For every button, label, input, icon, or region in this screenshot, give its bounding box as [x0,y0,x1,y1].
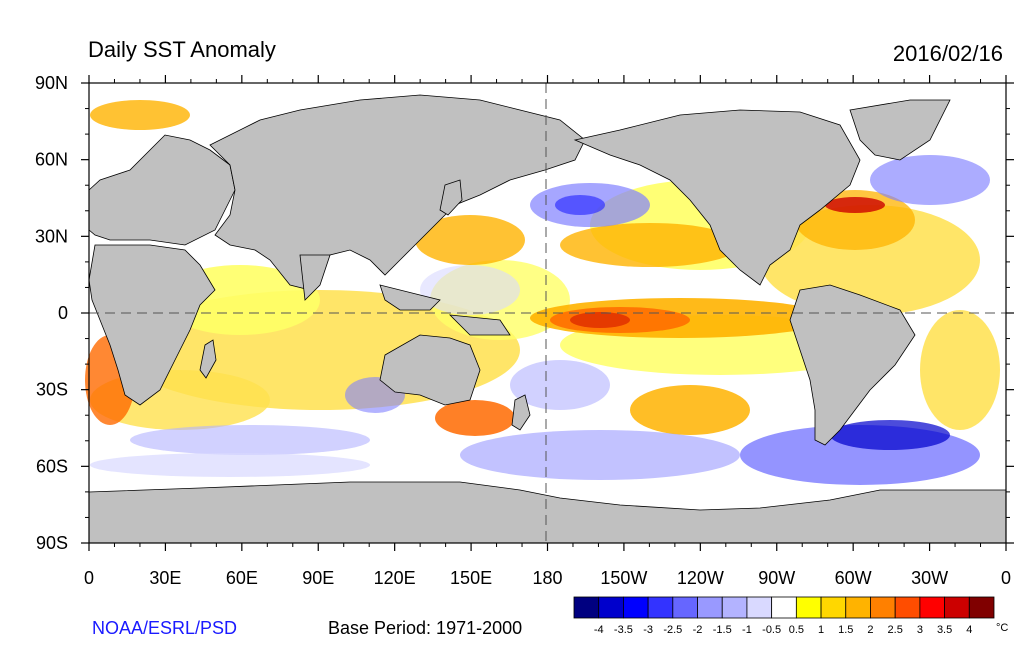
colorbar-label: 3.5 [937,624,952,636]
colorbar-label: -2.5 [663,624,682,636]
y-tick-label: 30S [36,380,68,400]
y-tick-label: 0 [58,303,68,323]
land-indonesia [379,284,441,311]
y-tick-label: 90N [35,73,68,93]
base-period-label: Base Period: 1971-2000 [328,618,522,638]
land-new-zealand [511,394,531,431]
x-tick-label: 60E [226,568,258,588]
source-label: NOAA/ESRL/PSD [92,618,237,638]
x-axis: 0 30E 60E 90E 120E 150E 180 150W 120W 90W 60W 30W 0 [84,75,1011,588]
colorbar-swatch [623,596,649,619]
colorbar-swatch [894,596,921,619]
map-date: 2016/02/16 [893,41,1003,66]
land-australia [379,334,481,406]
anomaly-patch [460,430,740,480]
colorbar-unit: °C [996,622,1008,634]
y-tick-label: 30N [35,226,68,246]
colorbar-swatch [771,596,797,619]
colorbar-label: 4 [966,624,972,636]
x-tick-label: 30W [911,568,948,588]
colorbar-label: -0.5 [762,624,781,636]
map-title: Daily SST Anomaly [88,37,276,62]
y-tick-label: 60N [35,150,68,170]
anomaly-field [85,100,1000,485]
anomaly-patch [130,425,370,455]
colorbar-label: -1 [742,624,752,636]
land-south-america [789,284,916,446]
colorbar-swatch [944,596,970,619]
colorbar-swatch [598,596,624,619]
colorbar-swatch [697,596,723,619]
x-tick-label: 0 [1001,568,1011,588]
colorbar-label: -3.5 [614,624,633,636]
colorbar-label: -3 [643,624,653,636]
anomaly-patch [420,265,520,315]
colorbar-label: 1.5 [838,624,853,636]
anomaly-patch [825,197,885,213]
x-tick-label: 90W [758,568,795,588]
anomaly-patch [510,360,610,410]
anomaly-patch [90,100,190,130]
anomaly-patch [415,215,525,265]
colorbar-swatch [672,596,698,619]
land-japan [439,179,463,216]
land-india [299,254,331,301]
y-tick-label: 90S [36,533,68,553]
anomaly-patch [920,310,1000,430]
x-tick-label: 90E [302,568,334,588]
colorbar-label: 1 [818,624,824,636]
anomaly-patch [555,195,605,215]
y-tick-label: 60S [36,456,68,476]
colorbar-swatch [845,596,871,619]
colorbar-label: -4 [594,624,604,636]
x-tick-label: 150W [600,568,647,588]
x-tick-label: 150E [450,568,492,588]
anomaly-patch [435,400,515,436]
x-tick-label: 0 [84,568,94,588]
land-madagascar [199,339,217,379]
y-axis: 90N 60N 30N 0 30S 60S 90S [35,73,1014,553]
colorbar-label: 2 [867,624,873,636]
colorbar-swatch [870,596,896,619]
anomaly-patch [870,155,990,205]
colorbar-swatch [820,596,847,619]
colorbar-label: 3 [917,624,923,636]
plot-area [85,82,1007,544]
land-greenland [849,99,951,161]
colorbar-label: -1.5 [713,624,732,636]
colorbar-label: 2.5 [888,624,903,636]
anomaly-patch [630,385,750,435]
colorbar: -4 -3.5 -3 -2.5 -2 -1.5 -1 -0.5 0.5 1 1.5 2 2.5 3 3.5 4… [573,596,1008,636]
x-tick-label: 120E [374,568,416,588]
colorbar-swatch [573,596,600,619]
colorbar-label: 0.5 [789,624,804,636]
anomaly-patch [570,312,630,328]
x-tick-label: 60W [835,568,872,588]
anomaly-patch [830,420,950,450]
x-tick-label: 120W [677,568,724,588]
colorbar-swatch [795,596,822,619]
colorbar-swatch [721,596,748,619]
colorbar-swatch [919,596,945,619]
x-tick-label: 180 [532,568,562,588]
colorbar-label: -2 [693,624,703,636]
anomaly-patch [90,453,370,477]
land-masses [88,94,1007,544]
land-north-america [573,109,861,286]
anomaly-patch [560,223,740,267]
colorbar-swatch [647,596,674,619]
colorbar-swatch [746,596,773,619]
land-eurasia [209,94,586,291]
colorbar-swatch [968,596,995,619]
land-new-guinea [448,314,511,336]
x-tick-label: 30E [149,568,181,588]
